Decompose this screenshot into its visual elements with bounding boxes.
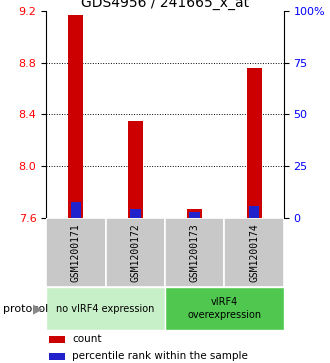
Bar: [247, 68, 262, 218]
Text: count: count: [72, 334, 102, 344]
Bar: [187, 209, 202, 218]
Bar: [224, 218, 284, 287]
Bar: [49, 352, 65, 360]
Bar: [189, 212, 200, 218]
Bar: [69, 15, 83, 218]
Title: GDS4956 / 241665_x_at: GDS4956 / 241665_x_at: [81, 0, 249, 10]
Text: GSM1200172: GSM1200172: [130, 223, 140, 282]
Text: GSM1200171: GSM1200171: [71, 223, 81, 282]
Text: percentile rank within the sample: percentile rank within the sample: [72, 351, 248, 361]
Bar: [165, 218, 224, 287]
Bar: [49, 336, 65, 343]
Bar: [130, 209, 141, 218]
Bar: [46, 218, 106, 287]
Text: ▶: ▶: [33, 302, 43, 315]
Text: vIRF4
overexpression: vIRF4 overexpression: [187, 297, 261, 320]
Text: GSM1200173: GSM1200173: [190, 223, 200, 282]
Bar: [106, 218, 165, 287]
Bar: [128, 121, 143, 218]
Text: no vIRF4 expression: no vIRF4 expression: [56, 303, 155, 314]
Bar: [46, 287, 165, 330]
Text: GSM1200174: GSM1200174: [249, 223, 259, 282]
Bar: [249, 207, 259, 218]
Text: protocol: protocol: [3, 303, 49, 314]
Bar: [71, 202, 81, 218]
Bar: [165, 287, 284, 330]
